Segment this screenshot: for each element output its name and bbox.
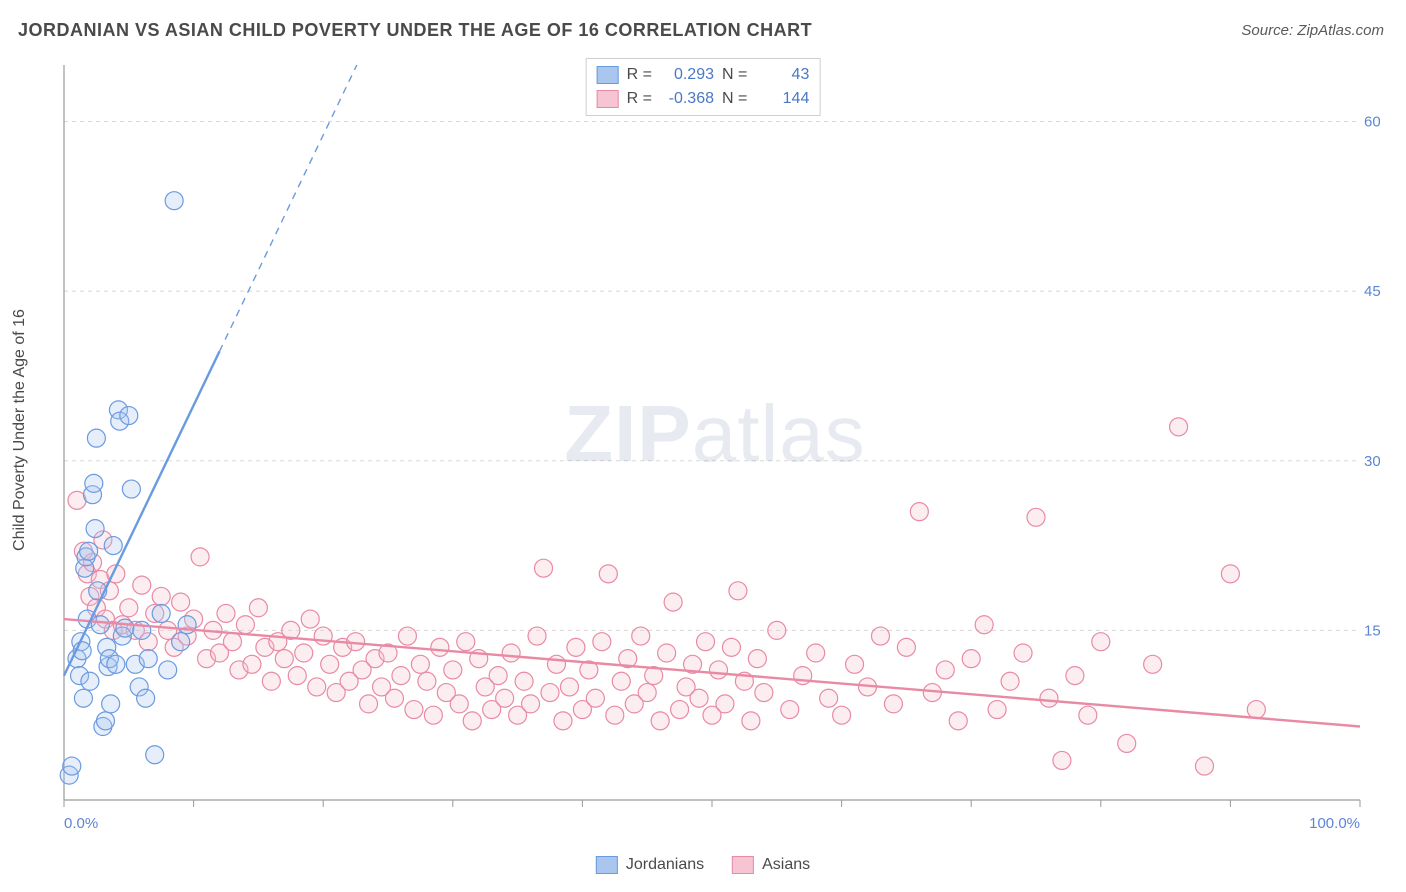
n-value-asians: 144 xyxy=(755,90,809,108)
r-value-asians: -0.368 xyxy=(660,90,714,108)
stats-row-asians: R = -0.368 N = 144 xyxy=(597,87,810,111)
svg-text:45.0%: 45.0% xyxy=(1364,283,1380,300)
legend-label-asians: Asians xyxy=(762,856,810,874)
svg-text:15.0%: 15.0% xyxy=(1364,622,1380,639)
source-prefix: Source: xyxy=(1241,22,1297,39)
chart-title: JORDANIAN VS ASIAN CHILD POVERTY UNDER T… xyxy=(18,20,812,41)
swatch-jordanians xyxy=(597,66,619,84)
bottom-legend: Jordanians Asians xyxy=(596,856,810,874)
scatter-plot: 15.0%30.0%45.0%60.0%0.0%100.0% ZIPatlas xyxy=(50,55,1380,845)
chart-svg: 15.0% 30.0% 45.0% 60.0% 0.0% 100.0% xyxy=(50,55,1380,845)
y-axis-label: Child Poverty Under the Age of 16 xyxy=(11,309,29,551)
swatch-asians xyxy=(597,90,619,108)
r-value-jordanians: 0.293 xyxy=(660,66,714,84)
source-name: ZipAtlas.com xyxy=(1297,22,1384,39)
stats-row-jordanians: R = 0.293 N = 43 xyxy=(597,63,810,87)
n-label: N = xyxy=(722,90,747,108)
r-label: R = xyxy=(627,66,652,84)
stats-legend-box: R = 0.293 N = 43 R = -0.368 N = 144 xyxy=(586,58,821,116)
n-label: N = xyxy=(722,66,747,84)
n-value-jordanians: 43 xyxy=(755,66,809,84)
legend-swatch-jordanians xyxy=(596,856,618,874)
svg-text:0.0%: 0.0% xyxy=(64,815,98,832)
legend-item-jordanians: Jordanians xyxy=(596,856,704,874)
legend-label-jordanians: Jordanians xyxy=(626,856,704,874)
svg-text:30.0%: 30.0% xyxy=(1364,453,1380,470)
svg-text:100.0%: 100.0% xyxy=(1309,815,1360,832)
legend-item-asians: Asians xyxy=(732,856,810,874)
source-attribution: Source: ZipAtlas.com xyxy=(1241,22,1384,39)
legend-swatch-asians xyxy=(732,856,754,874)
svg-text:60.0%: 60.0% xyxy=(1364,114,1380,131)
r-label: R = xyxy=(627,90,652,108)
